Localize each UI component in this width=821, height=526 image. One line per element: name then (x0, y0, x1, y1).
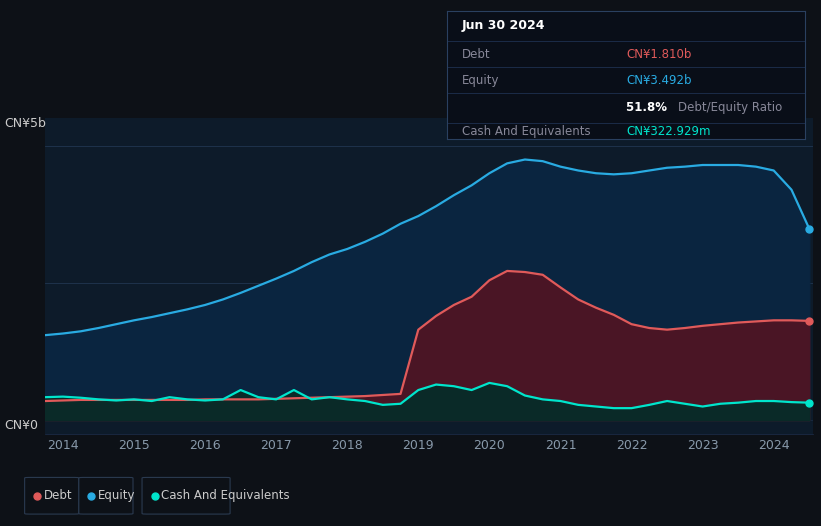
FancyBboxPatch shape (79, 478, 133, 514)
Text: CN¥0: CN¥0 (4, 419, 38, 431)
Text: Cash And Equivalents: Cash And Equivalents (461, 125, 590, 138)
Text: Debt: Debt (461, 48, 490, 61)
Text: Cash And Equivalents: Cash And Equivalents (162, 489, 290, 502)
FancyBboxPatch shape (25, 478, 79, 514)
Text: Debt/Equity Ratio: Debt/Equity Ratio (678, 100, 782, 114)
FancyBboxPatch shape (142, 478, 230, 514)
Text: CN¥1.810b: CN¥1.810b (626, 48, 691, 61)
Text: Equity: Equity (99, 489, 135, 502)
Text: Jun 30 2024: Jun 30 2024 (461, 19, 545, 33)
Text: CN¥322.929m: CN¥322.929m (626, 125, 710, 138)
Text: 51.8%: 51.8% (626, 100, 671, 114)
Text: Debt: Debt (44, 489, 73, 502)
Text: CN¥5b: CN¥5b (4, 117, 46, 130)
Text: Equity: Equity (461, 74, 499, 87)
Text: CN¥3.492b: CN¥3.492b (626, 74, 691, 87)
